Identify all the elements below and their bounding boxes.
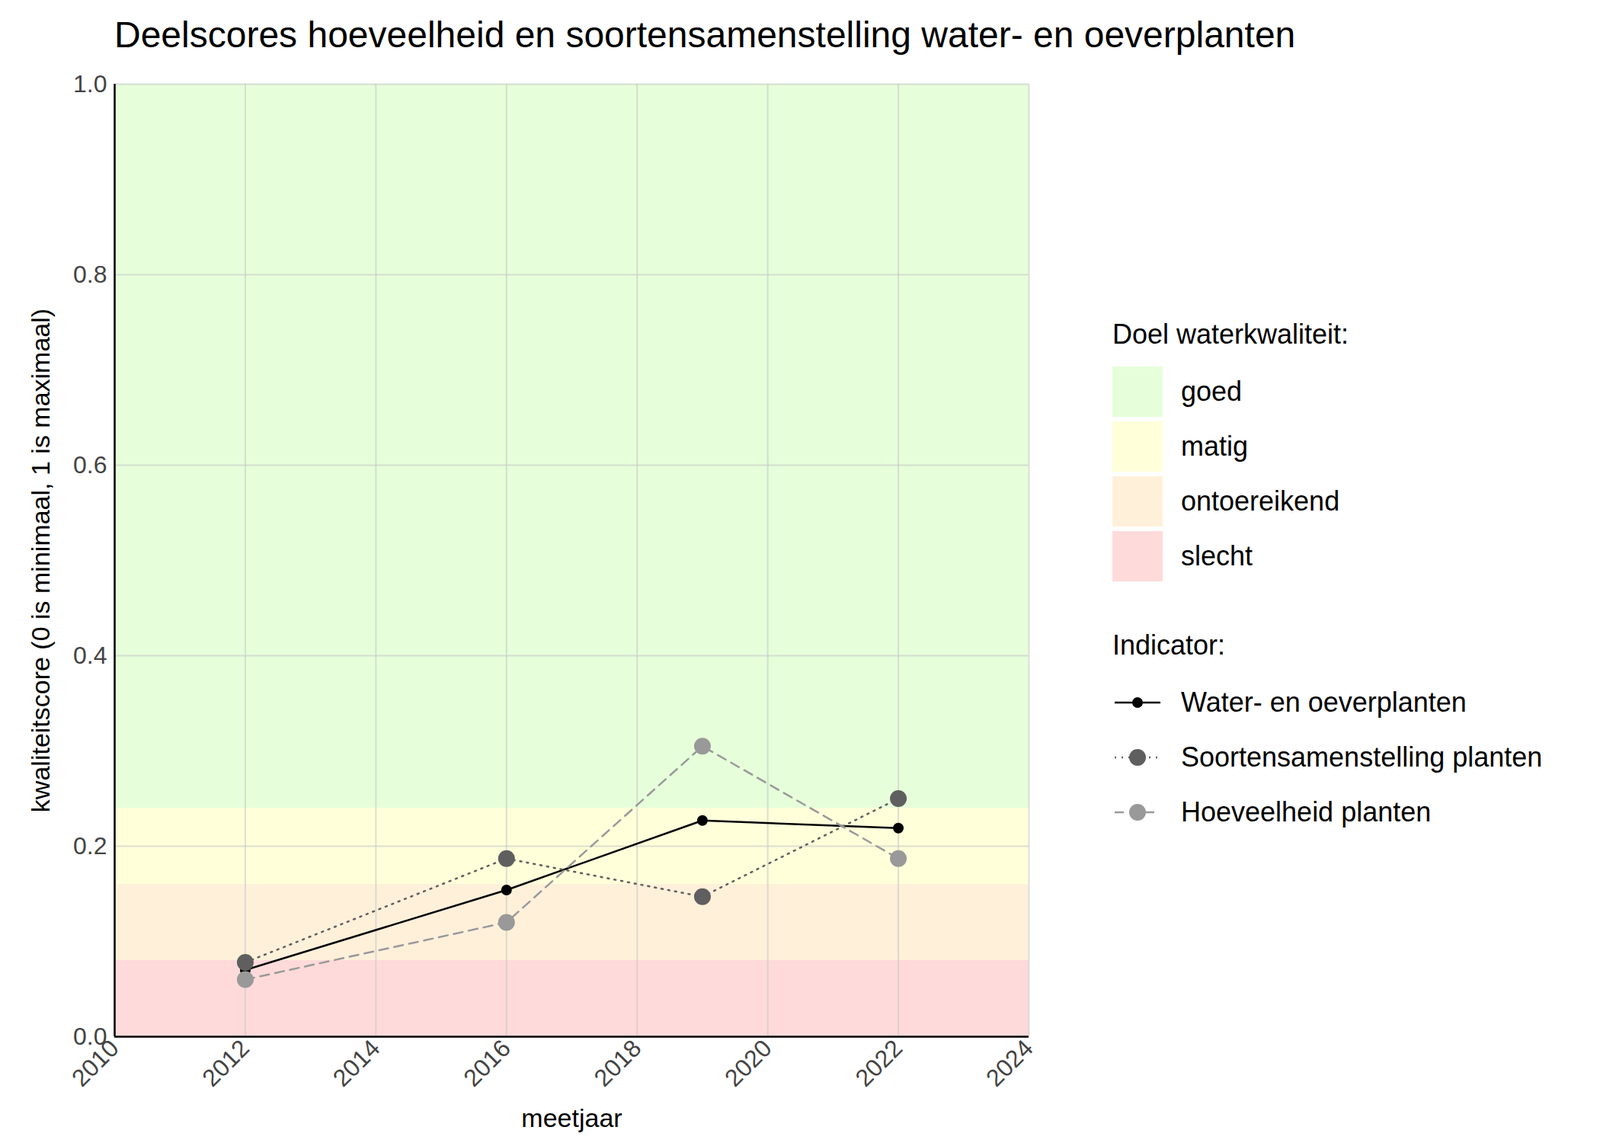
svg-text:0.4: 0.4	[73, 641, 107, 669]
svg-text:2010: 2010	[66, 1034, 124, 1092]
html-text:Water- en oeverplanten: Water- en oeverplanten	[1180, 686, 1467, 718]
svg-text:2022: 2022	[849, 1033, 908, 1092]
html-text:ontoereikend: ontoereikend	[1180, 485, 1340, 517]
svg-text:2020: 2020	[719, 1033, 778, 1092]
html-text:Deelscores hoeveelheid en soor: Deelscores hoeveelheid en soortensamenst…	[114, 14, 1296, 55]
svg-text:1.0: 1.0	[73, 70, 107, 98]
svg-text:0.8: 0.8	[73, 260, 107, 288]
svg-text:2014: 2014	[327, 1033, 386, 1092]
svg-text:2024: 2024	[980, 1033, 1039, 1092]
html-text:matig: matig	[1180, 430, 1248, 462]
html-text:Doel waterkwaliteit:: Doel waterkwaliteit:	[1112, 318, 1349, 350]
svg-text:0.0: 0.0	[73, 1022, 107, 1050]
html-text:Indicator:: Indicator:	[1112, 629, 1226, 661]
html-text:goed: goed	[1180, 375, 1242, 407]
svg-text:2016: 2016	[457, 1033, 516, 1092]
svg-text:2012: 2012	[196, 1033, 255, 1092]
svg-text:0.2: 0.2	[73, 832, 107, 860]
html-text:Soortensamenstelling planten: Soortensamenstelling planten	[1180, 741, 1543, 773]
svg-text:meetjaar: meetjaar	[521, 1103, 622, 1133]
html-text:Hoeveelheid planten: Hoeveelheid planten	[1180, 796, 1432, 828]
html-text:slecht: slecht	[1180, 540, 1253, 572]
svg-text:kwaliteitscore (0 is minimaal,: kwaliteitscore (0 is minimaal, 1 is maxi…	[25, 308, 55, 813]
svg-text:0.6: 0.6	[73, 451, 107, 479]
svg-text:2018: 2018	[588, 1033, 647, 1092]
